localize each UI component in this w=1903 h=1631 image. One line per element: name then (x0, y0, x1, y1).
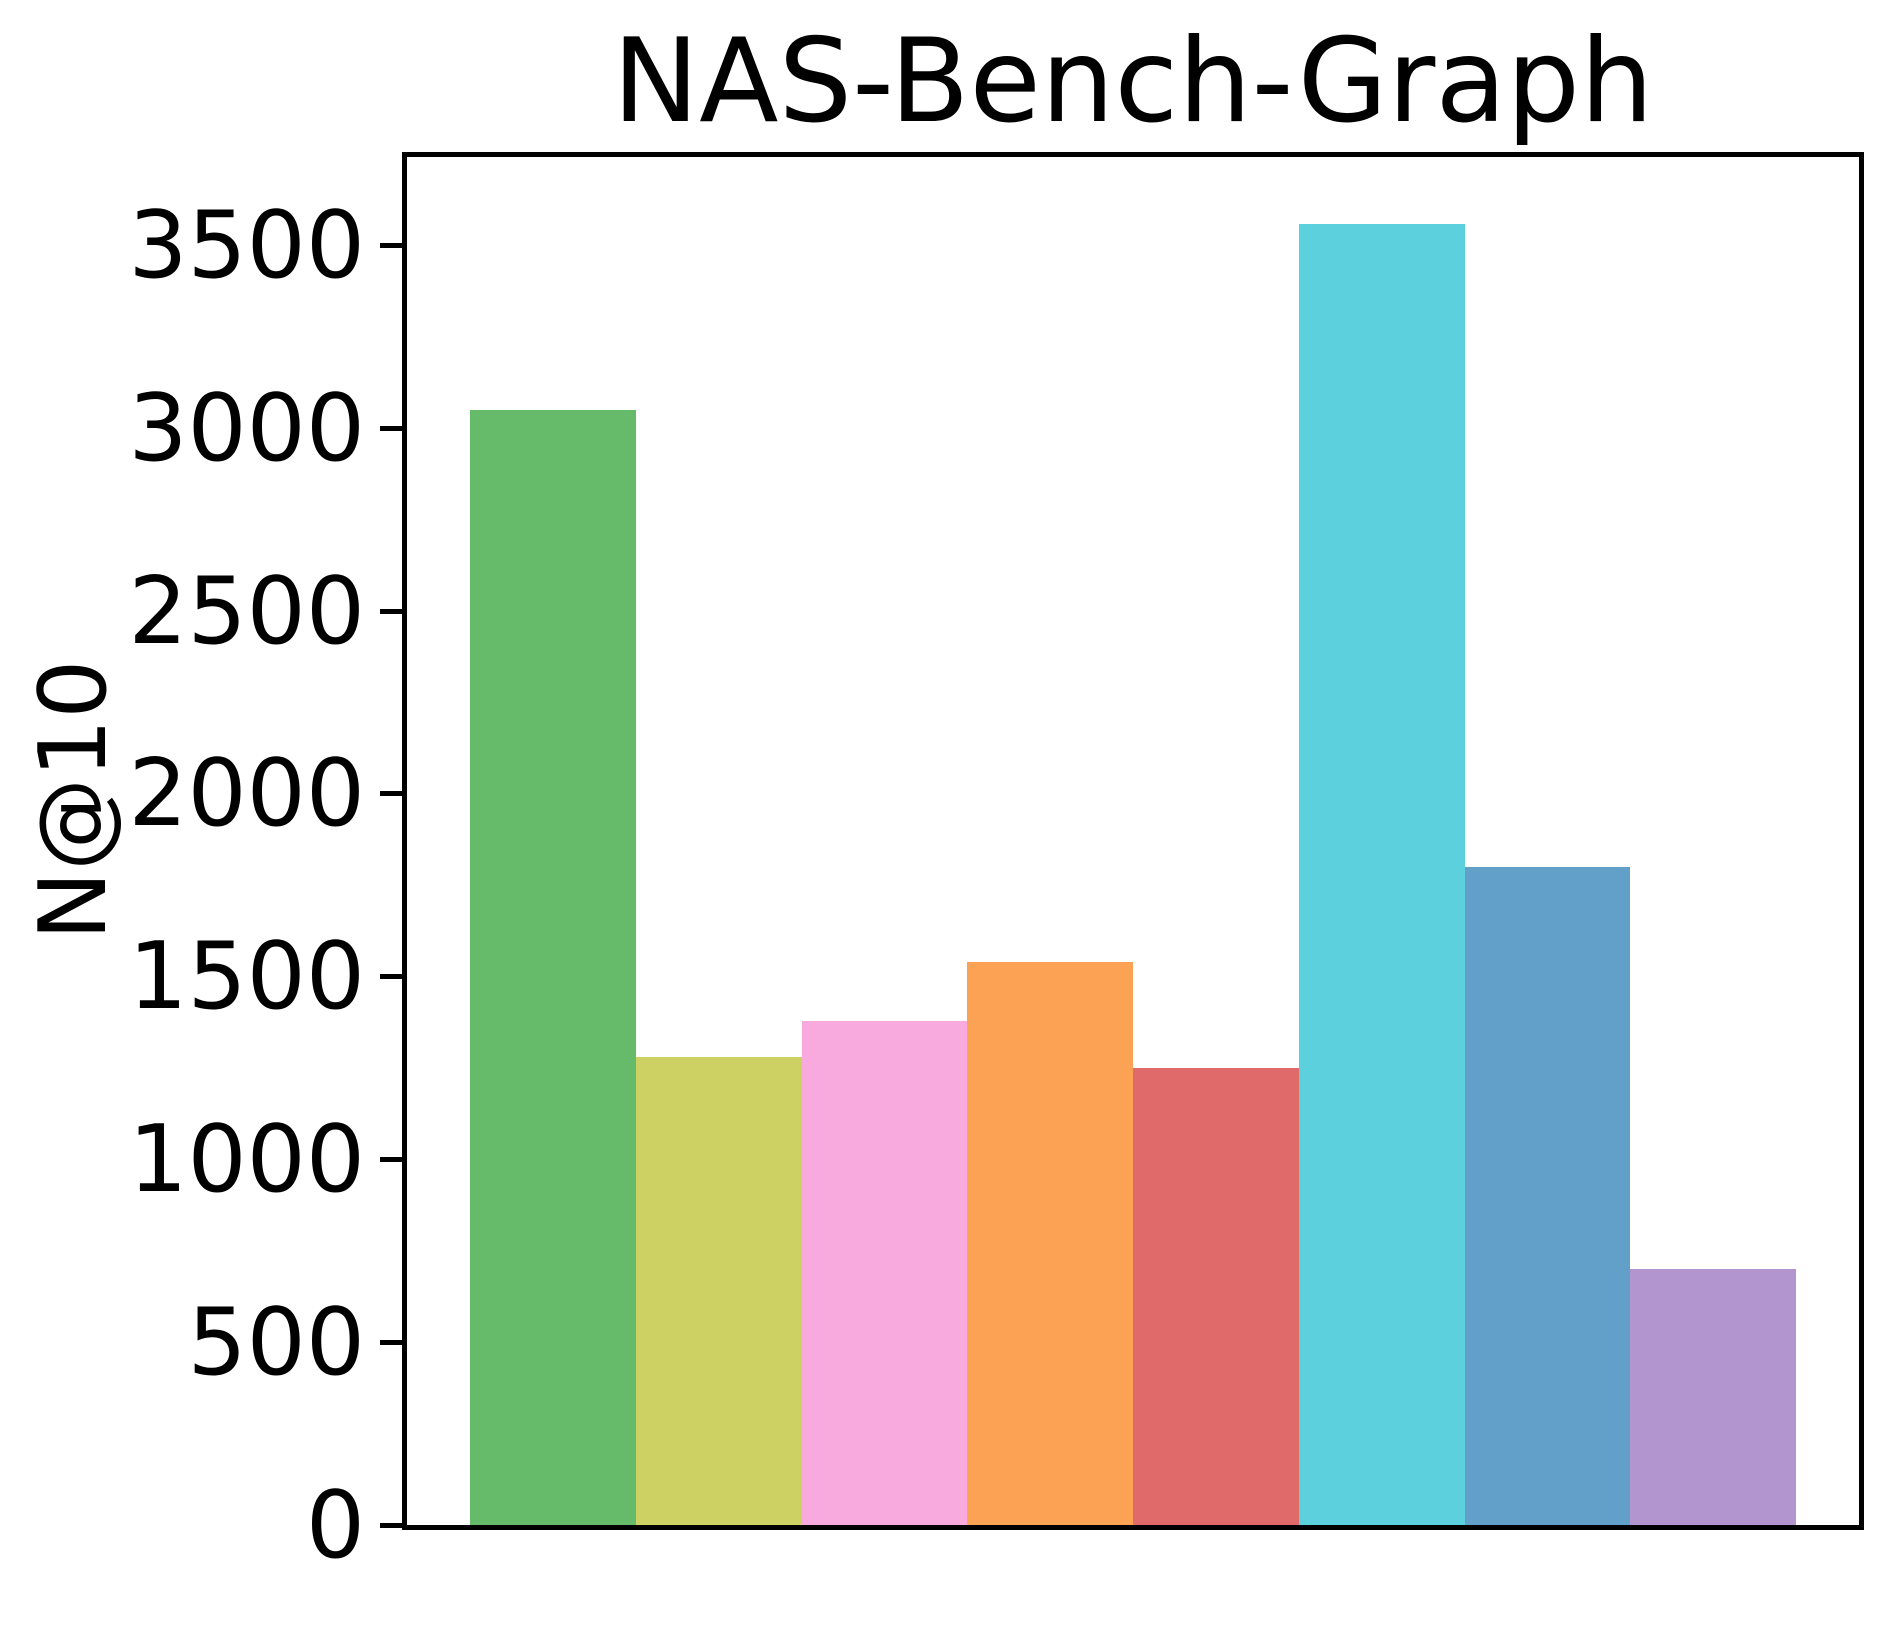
y-tick-label: 1000 (128, 1104, 365, 1213)
y-tick-label: 1500 (128, 922, 365, 1031)
y-tick-mark (380, 974, 402, 980)
y-tick-mark (380, 242, 402, 248)
y-tick-mark (380, 1522, 402, 1528)
bars-container (407, 157, 1859, 1525)
bar-5 (1133, 1068, 1299, 1525)
y-tick-mark (380, 1339, 402, 1345)
bar-7 (1464, 866, 1631, 1525)
bar-4 (967, 962, 1133, 1525)
chart-title: NAS-Bench-Graph (612, 14, 1654, 149)
y-tick-label: 0 (305, 1470, 365, 1579)
y-tick-label: 2000 (128, 739, 365, 848)
bar-3 (801, 1020, 968, 1525)
y-tick-mark (380, 608, 402, 614)
y-tick-mark (380, 1156, 402, 1162)
y-tick-label: 500 (187, 1287, 365, 1396)
bar-8 (1630, 1269, 1796, 1525)
y-tick-mark (380, 425, 402, 431)
y-tick-label: 3500 (128, 190, 365, 299)
plot-area (402, 152, 1864, 1530)
y-tick-mark (380, 791, 402, 797)
y-tick-label: 2500 (128, 556, 365, 665)
bar-2 (635, 1057, 802, 1525)
bar-1 (470, 409, 636, 1525)
y-tick-label: 3000 (128, 373, 365, 482)
bar-6 (1298, 223, 1465, 1525)
